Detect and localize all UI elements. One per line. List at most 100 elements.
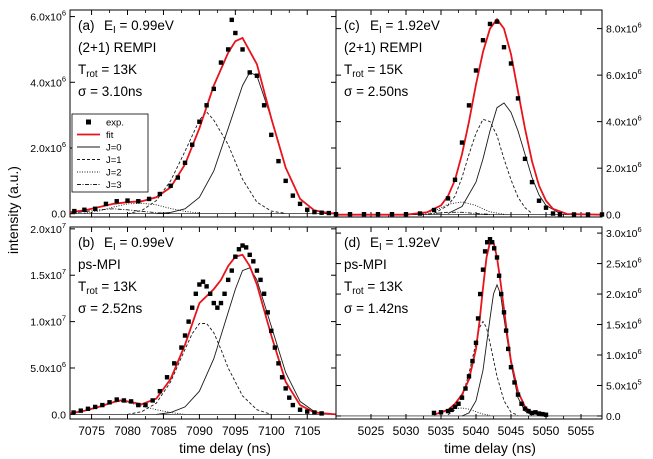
data-point bbox=[470, 358, 475, 364]
legend-entry: J=1 bbox=[106, 155, 122, 166]
data-point bbox=[403, 212, 409, 217]
legend-entry: J=2 bbox=[106, 168, 122, 179]
x-tick-label: 5050 bbox=[533, 424, 560, 438]
y-tick-label: 6.0x106 bbox=[606, 67, 642, 82]
data-point bbox=[550, 211, 556, 216]
legend-marker bbox=[86, 119, 91, 125]
data-point bbox=[305, 207, 310, 212]
series-line-j-0 bbox=[447, 102, 561, 214]
data-point bbox=[499, 291, 504, 297]
data-point bbox=[529, 410, 535, 416]
data-point bbox=[92, 206, 98, 211]
series-line-j-2 bbox=[433, 407, 491, 416]
data-point bbox=[494, 19, 500, 24]
data-point bbox=[72, 208, 77, 214]
trot-label: Trot = 13K bbox=[78, 62, 137, 80]
data-point bbox=[287, 395, 292, 400]
data-point bbox=[261, 103, 267, 108]
data-point bbox=[452, 404, 458, 410]
data-point bbox=[92, 404, 98, 410]
data-point bbox=[492, 246, 497, 251]
data-point bbox=[258, 277, 263, 283]
legend-entry: J=0 bbox=[106, 143, 122, 154]
data-point bbox=[431, 207, 437, 213]
series-line-j-0 bbox=[156, 71, 329, 215]
series-line-j-1 bbox=[127, 111, 286, 215]
data-point bbox=[265, 310, 270, 315]
panel-d: 5025 5030 5035 5040 5045 5050 5055 0.0 5.0x105 1.… bbox=[335, 225, 642, 438]
data-point bbox=[599, 212, 605, 217]
data-point bbox=[247, 70, 252, 75]
y-tick-label: 2.0x106 bbox=[30, 140, 66, 155]
y-tick-label: 1.5x107 bbox=[30, 267, 66, 282]
x-tick-label: 7080 bbox=[114, 424, 141, 438]
x-tick-label: 7095 bbox=[222, 424, 249, 438]
x-tick-label: 5025 bbox=[358, 424, 385, 438]
panel-label: (c) bbox=[344, 18, 360, 33]
sigma-label: σ = 1.42ns bbox=[344, 301, 409, 316]
y-tick-label: 2.0x106 bbox=[606, 160, 642, 175]
data-point bbox=[540, 411, 545, 417]
panel-a: 0.0 2.0x106 4.0x106 6.0x106 (a) EI = 0.99eV (2… bbox=[30, 9, 337, 221]
data-point bbox=[200, 279, 206, 284]
x-tick-label: 7085 bbox=[150, 424, 177, 438]
data-point bbox=[136, 402, 141, 408]
data-point bbox=[204, 284, 209, 289]
data-point bbox=[254, 268, 260, 273]
data-point bbox=[240, 243, 245, 248]
y-tick-label: 4.0x106 bbox=[606, 114, 642, 129]
data-point bbox=[175, 175, 181, 180]
y-tick-label: 2.5x106 bbox=[606, 256, 642, 271]
data-point bbox=[225, 277, 231, 283]
data-point bbox=[501, 310, 507, 315]
data-point bbox=[494, 255, 500, 260]
data-point bbox=[121, 398, 127, 403]
data-point bbox=[326, 210, 332, 216]
data-point bbox=[269, 132, 274, 138]
x-tick-label: 5040 bbox=[463, 424, 490, 438]
x-tick-label: 7075 bbox=[78, 424, 105, 438]
data-point bbox=[114, 397, 119, 402]
data-point bbox=[456, 401, 461, 406]
data-point bbox=[473, 340, 479, 346]
data-point bbox=[215, 305, 220, 310]
legend-entry: fit bbox=[106, 130, 114, 141]
y-tick-label: 2.0x107 bbox=[30, 221, 66, 236]
data-point bbox=[482, 249, 488, 254]
data-point bbox=[515, 96, 521, 101]
data-point bbox=[150, 398, 155, 403]
x-tick-label: 7105 bbox=[294, 424, 321, 438]
data-point bbox=[229, 17, 234, 23]
y-tick-label: 5.0x106 bbox=[30, 360, 66, 375]
data-point bbox=[473, 68, 479, 73]
x-axis-label-left: time delay (ns) bbox=[179, 440, 271, 456]
data-point bbox=[172, 361, 177, 366]
data-point bbox=[319, 210, 324, 215]
data-point bbox=[146, 196, 152, 202]
data-point bbox=[522, 406, 528, 411]
data-point bbox=[519, 401, 524, 406]
sigma-label: σ = 3.10ns bbox=[78, 84, 143, 99]
data-point bbox=[452, 177, 458, 182]
data-point bbox=[506, 346, 511, 352]
panel-b: 7075 7080 7085 7090 7095 7100 7105 0.0 5.0x106 1.… bbox=[30, 221, 337, 438]
y-tick-label: 6.0x106 bbox=[30, 9, 66, 24]
data-point bbox=[207, 291, 213, 296]
y-tick-label: 0.0 bbox=[51, 409, 66, 421]
data-point bbox=[312, 209, 317, 215]
data-point bbox=[431, 410, 437, 416]
y-tick-label: 5.0x105 bbox=[606, 377, 642, 392]
series-line-j-1 bbox=[433, 118, 533, 214]
x-tick-label: 5045 bbox=[498, 424, 525, 438]
data-point bbox=[211, 86, 216, 92]
x-axis-label-right: time delay (ns) bbox=[444, 440, 536, 456]
data-point bbox=[251, 259, 256, 264]
y-tick-label: 1.0x106 bbox=[606, 347, 642, 362]
data-point bbox=[197, 282, 202, 287]
energy-label: EI = 0.99eV bbox=[104, 18, 174, 36]
data-point bbox=[261, 291, 267, 296]
data-point bbox=[466, 374, 472, 379]
data-point bbox=[179, 345, 184, 350]
x-tick-label: 5035 bbox=[428, 424, 455, 438]
x-tick-label: 7100 bbox=[258, 424, 285, 438]
